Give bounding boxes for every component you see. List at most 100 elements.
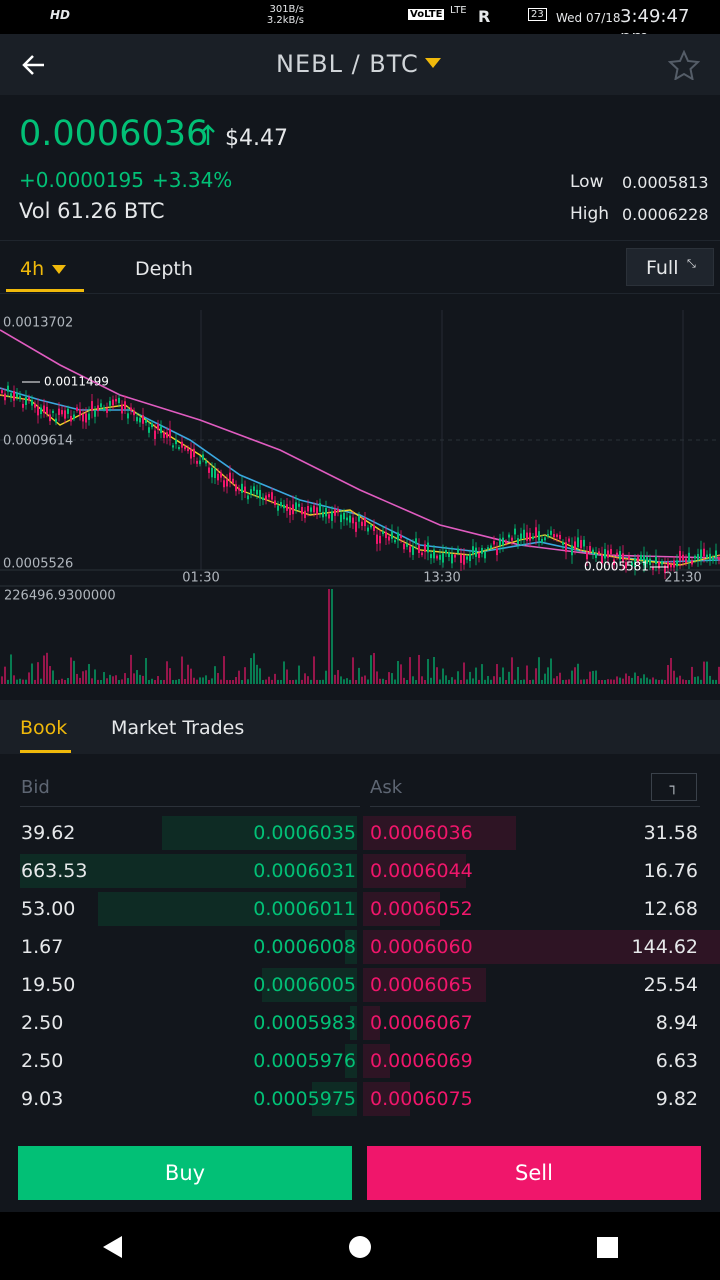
- candle-body: [268, 494, 270, 498]
- volume-bar: [517, 666, 519, 684]
- candle-body: [232, 478, 234, 484]
- bid-amount: 1.67: [21, 936, 64, 958]
- candle-body: [214, 469, 216, 479]
- net-down: 3.2kB/s: [266, 15, 304, 26]
- depth-tab[interactable]: Depth: [135, 258, 193, 280]
- pair-selector[interactable]: NEBL / BTC: [276, 50, 419, 78]
- candle-body: [211, 467, 213, 478]
- candle-body: [226, 479, 228, 487]
- candle-body: [142, 415, 144, 424]
- candle-body: [610, 549, 612, 555]
- bid-price: 0.0006008: [253, 936, 356, 958]
- candle-body: [631, 562, 633, 566]
- ask-amount: 25.54: [643, 974, 698, 996]
- candle-body: [13, 391, 15, 401]
- volume-bar: [385, 680, 387, 684]
- candle-body: [262, 497, 264, 500]
- bid-amount: 53.00: [21, 898, 76, 920]
- bid-amount: 19.50: [21, 974, 76, 996]
- candle-body: [388, 536, 390, 541]
- buy-button[interactable]: Buy: [18, 1146, 352, 1200]
- price-change: +0.0000195: [19, 168, 144, 192]
- candle-body: [85, 413, 87, 423]
- volume-bar: [631, 677, 633, 684]
- precision-toggle[interactable]: ┐: [651, 773, 697, 801]
- volume-bar: [583, 679, 585, 684]
- candle-body: [529, 532, 531, 541]
- divider: [20, 806, 360, 807]
- volume-bar: [64, 680, 66, 684]
- candle-body: [91, 401, 93, 411]
- candle-body: [511, 537, 513, 541]
- volume-bar: [34, 679, 36, 684]
- volume-bar: [571, 670, 573, 684]
- candle-body: [124, 401, 126, 410]
- volume-bar: [664, 679, 666, 684]
- volume-bar: [367, 679, 369, 684]
- candle-body: [550, 530, 552, 535]
- candle-body: [49, 414, 51, 422]
- candle-body: [322, 511, 324, 518]
- book-tab[interactable]: Book: [20, 717, 68, 739]
- candle-body: [280, 502, 282, 507]
- bid-depth-bar: [350, 1006, 357, 1040]
- volume-bar: [358, 667, 360, 684]
- candle-body: [79, 409, 81, 416]
- bid-depth-bar: [312, 1082, 357, 1116]
- candle-body: [574, 541, 576, 550]
- volume-bar: [274, 673, 276, 684]
- volume-bar: [172, 679, 174, 684]
- market-trades-tab[interactable]: Market Trades: [111, 717, 245, 739]
- candle-body: [355, 522, 357, 532]
- candle-body: [115, 398, 117, 402]
- volume-bar: [340, 676, 342, 684]
- volume-bar: [346, 678, 348, 684]
- volume-bar: [100, 679, 102, 684]
- volume-bar: [295, 679, 297, 684]
- volume-bar: [499, 677, 501, 684]
- candle-body: [40, 407, 42, 415]
- volume-bar: [559, 672, 561, 684]
- candle-body: [370, 525, 372, 528]
- volume-bar: [19, 678, 21, 684]
- volume-bar: [40, 678, 42, 684]
- volume-bar: [682, 679, 684, 684]
- volume-bar: [79, 677, 81, 684]
- candle-body: [706, 554, 708, 558]
- interval-tab[interactable]: 4h: [20, 258, 45, 280]
- volume-bar: [457, 671, 459, 684]
- nav-back[interactable]: [102, 1235, 124, 1259]
- volume-bar: [481, 664, 483, 684]
- nav-recents[interactable]: [597, 1237, 619, 1259]
- favorite-star[interactable]: [668, 50, 700, 80]
- volume-bar: [142, 675, 144, 684]
- interval-dropdown-icon[interactable]: [52, 265, 66, 274]
- time-label: 13:30: [423, 571, 460, 586]
- volume-bar: [325, 670, 327, 684]
- sell-button[interactable]: Sell: [367, 1146, 701, 1200]
- candle-body: [82, 414, 84, 422]
- volume-bar: [91, 678, 93, 684]
- candle-body: [304, 510, 306, 519]
- volume-bar: [700, 679, 702, 684]
- nav-home[interactable]: [348, 1235, 372, 1259]
- candle-body: [457, 548, 459, 553]
- candle-body: [409, 546, 411, 553]
- volume-bar: [241, 679, 243, 684]
- volume-bar: [685, 680, 687, 684]
- volume-bar: [580, 679, 582, 684]
- candle-body: [289, 507, 291, 516]
- ask-header: Ask: [370, 777, 403, 798]
- candle-body: [385, 531, 387, 539]
- pair-dropdown-icon[interactable]: [425, 58, 441, 68]
- candle-body: [568, 538, 570, 542]
- volume-bar: [130, 654, 132, 684]
- candle-body: [454, 554, 456, 558]
- candle-body: [592, 549, 594, 554]
- volume-bar: [229, 680, 231, 684]
- full-button[interactable]: Full ⤡: [626, 248, 714, 286]
- back-button[interactable]: [20, 52, 48, 78]
- high-value: 0.0006228: [622, 205, 709, 224]
- volume-bar: [271, 679, 273, 684]
- candle-body: [475, 547, 477, 557]
